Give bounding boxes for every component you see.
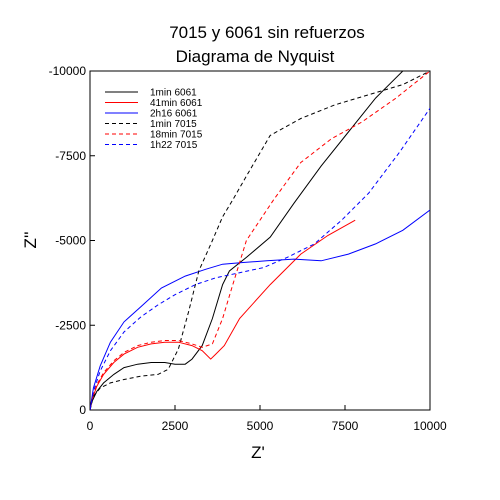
chart-title: 7015 y 6061 sin refuerzos [169,23,365,42]
series-line-1 [90,71,404,410]
plot-frame [89,70,431,411]
y-axis-label: Z'' [21,232,40,249]
legend-label: 2h16 6061 [150,109,198,120]
y-tick-label: -2500 [55,318,86,332]
legend-label: 1min 6061 [150,88,197,99]
y-tick-label: -10000 [49,64,87,78]
series-line-2 [90,219,356,410]
y-tick-label: -5000 [55,234,86,248]
series-line-4 [90,71,430,410]
y-tick-label: 0 [79,403,86,417]
legend-label: 41min 6061 [150,98,203,109]
x-axis-label: Z' [251,443,265,462]
x-tick-label: 2500 [162,419,189,433]
legend-label: 1min 7015 [150,119,197,130]
x-tick-label: 7500 [332,419,359,433]
x-axis: 0 2500 5000 7500 10000 [87,405,447,433]
series-group [90,71,430,410]
legend-label: 18min 7015 [150,130,203,141]
series-line-3 [90,209,430,410]
chart-subtitle: Diagrama de Nyquist [176,47,335,66]
y-tick-label: -7500 [55,149,86,163]
series-line-5 [90,71,430,410]
x-tick-label: 10000 [413,419,447,433]
x-tick-label: 0 [87,419,94,433]
series-line-6 [90,108,430,410]
legend-label: 1h22 7015 [150,140,198,151]
x-tick-label: 5000 [247,419,274,433]
y-axis: 0 -2500 -5000 -7500 -10000 [49,64,95,417]
